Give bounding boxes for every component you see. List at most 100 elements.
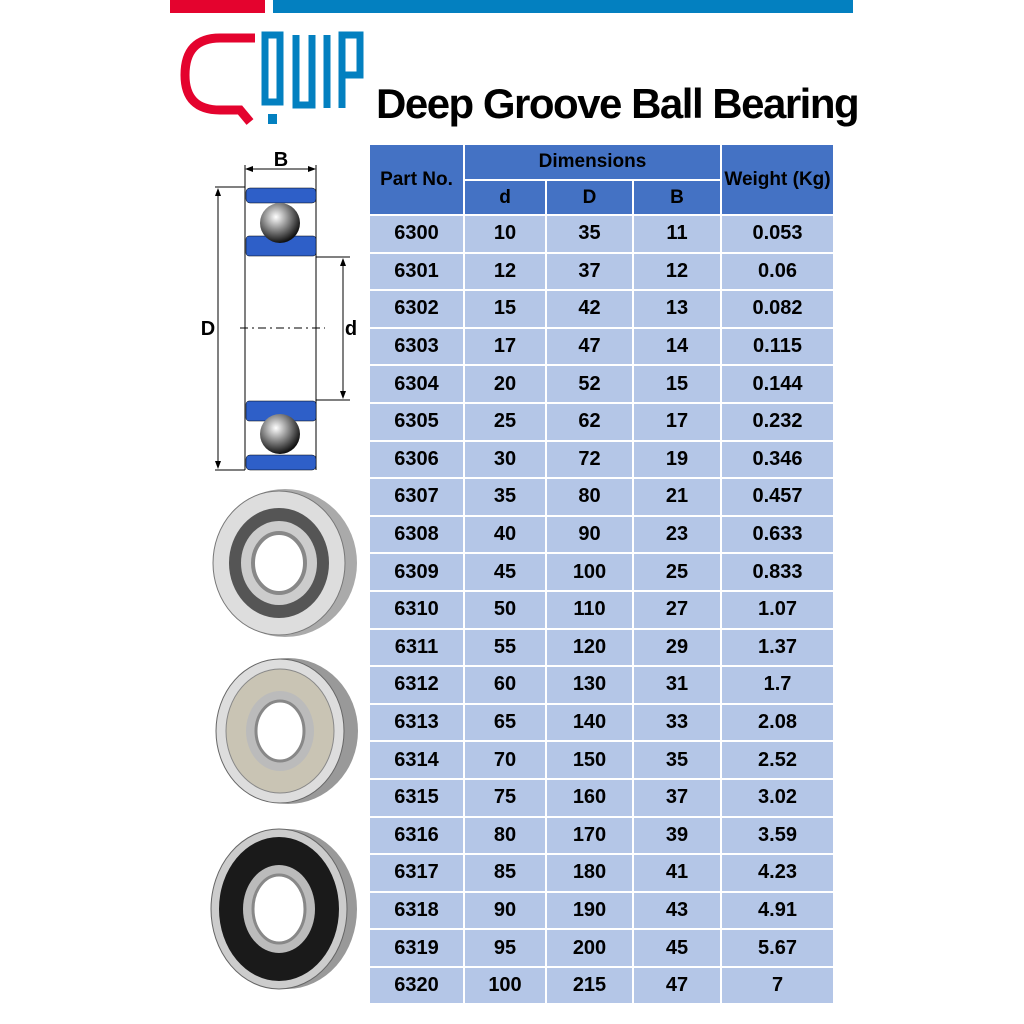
cell-part-no: 6312 <box>370 667 463 703</box>
table-row: 6315 75 160 37 3.02 <box>370 779 833 816</box>
table-row: 6304 20 52 15 0.144 <box>370 366 833 402</box>
cell-part-no: 6306 <box>370 441 463 478</box>
cell-part-no: 6315 <box>370 779 463 816</box>
cell-B: 14 <box>634 328 720 365</box>
header-d: d <box>465 181 545 214</box>
cell-part-no: 6313 <box>370 704 463 741</box>
header-B: B <box>634 181 720 214</box>
cell-B: 17 <box>634 403 720 440</box>
cell-weight: 0.053 <box>722 216 833 252</box>
cell-B: 45 <box>634 930 720 966</box>
table-row: 6313 65 140 33 2.08 <box>370 704 833 741</box>
cell-weight: 1.37 <box>722 629 833 666</box>
cell-D: 72 <box>547 441 632 478</box>
cell-D: 120 <box>547 629 632 666</box>
sealed-bearing-photo <box>210 828 357 990</box>
cell-part-no: 6318 <box>370 892 463 929</box>
cell-B: 15 <box>634 366 720 402</box>
cell-part-no: 6314 <box>370 742 463 778</box>
cell-d: 50 <box>465 591 545 628</box>
cell-D: 35 <box>547 216 632 252</box>
cell-part-no: 6301 <box>370 253 463 290</box>
cell-D: 130 <box>547 667 632 703</box>
cell-B: 41 <box>634 855 720 891</box>
cell-d: 100 <box>465 967 545 1004</box>
cell-B: 27 <box>634 591 720 628</box>
cell-part-no: 6303 <box>370 328 463 365</box>
bearing-cross-section-diagram: B D d <box>201 149 357 471</box>
cell-B: 25 <box>634 554 720 590</box>
cell-part-no: 6309 <box>370 554 463 590</box>
cell-d: 20 <box>465 366 545 402</box>
cell-weight: 0.232 <box>722 403 833 440</box>
cell-weight: 0.633 <box>722 516 833 553</box>
cell-D: 42 <box>547 291 632 327</box>
cell-d: 25 <box>465 403 545 440</box>
table-row: 6301 12 37 12 0.06 <box>370 253 833 290</box>
cell-d: 70 <box>465 742 545 778</box>
cell-part-no: 6311 <box>370 629 463 666</box>
cell-B: 37 <box>634 779 720 816</box>
outer-ring-top <box>245 187 317 257</box>
cell-B: 12 <box>634 253 720 290</box>
cell-D: 140 <box>547 704 632 741</box>
cell-d: 75 <box>465 779 545 816</box>
cell-d: 60 <box>465 667 545 703</box>
cell-D: 190 <box>547 892 632 929</box>
cell-d: 17 <box>465 328 545 365</box>
cell-D: 52 <box>547 366 632 402</box>
cell-D: 90 <box>547 516 632 553</box>
cell-weight: 0.06 <box>722 253 833 290</box>
header-D: D <box>547 181 632 214</box>
cell-d: 80 <box>465 817 545 854</box>
cell-D: 180 <box>547 855 632 891</box>
top-blue-bar <box>273 0 853 13</box>
cell-d: 10 <box>465 216 545 252</box>
cell-B: 21 <box>634 479 720 515</box>
table-row: 6317 85 180 41 4.23 <box>370 855 833 891</box>
cell-B: 35 <box>634 742 720 778</box>
bearing-spec-table: Part No. Dimensions Weight (Kg) d D B 63… <box>368 143 835 1005</box>
table-row: 6319 95 200 45 5.67 <box>370 930 833 966</box>
cell-weight: 3.02 <box>722 779 833 816</box>
cell-d: 85 <box>465 855 545 891</box>
quip-logo <box>180 31 364 125</box>
cell-part-no: 6302 <box>370 291 463 327</box>
cell-weight: 1.7 <box>722 667 833 703</box>
header-weight: Weight (Kg) <box>722 145 833 214</box>
cell-part-no: 6307 <box>370 479 463 515</box>
cell-weight: 0.144 <box>722 366 833 402</box>
cell-part-no: 6300 <box>370 216 463 252</box>
cell-B: 19 <box>634 441 720 478</box>
cell-B: 43 <box>634 892 720 929</box>
cell-part-no: 6310 <box>370 591 463 628</box>
cell-weight: 4.91 <box>722 892 833 929</box>
cell-d: 30 <box>465 441 545 478</box>
cell-weight: 7 <box>722 967 833 1004</box>
cell-d: 35 <box>465 479 545 515</box>
table-row: 6307 35 80 21 0.457 <box>370 479 833 515</box>
table-row: 6314 70 150 35 2.52 <box>370 742 833 778</box>
cell-D: 110 <box>547 591 632 628</box>
cell-D: 100 <box>547 554 632 590</box>
cell-D: 170 <box>547 817 632 854</box>
cell-part-no: 6308 <box>370 516 463 553</box>
cell-weight: 2.08 <box>722 704 833 741</box>
cell-d: 12 <box>465 253 545 290</box>
cell-D: 62 <box>547 403 632 440</box>
table-row: 6316 80 170 39 3.59 <box>370 817 833 854</box>
cell-part-no: 6319 <box>370 930 463 966</box>
cell-B: 23 <box>634 516 720 553</box>
cell-d: 40 <box>465 516 545 553</box>
outer-ring-bottom <box>245 400 317 471</box>
table-row: 6303 17 47 14 0.115 <box>370 328 833 365</box>
cell-D: 200 <box>547 930 632 966</box>
cell-B: 47 <box>634 967 720 1004</box>
table-row: 6311 55 120 29 1.37 <box>370 629 833 666</box>
top-red-bar <box>170 0 265 13</box>
cell-d: 55 <box>465 629 545 666</box>
cell-D: 160 <box>547 779 632 816</box>
table-row: 6309 45 100 25 0.833 <box>370 554 833 590</box>
cell-B: 33 <box>634 704 720 741</box>
cell-D: 215 <box>547 967 632 1004</box>
